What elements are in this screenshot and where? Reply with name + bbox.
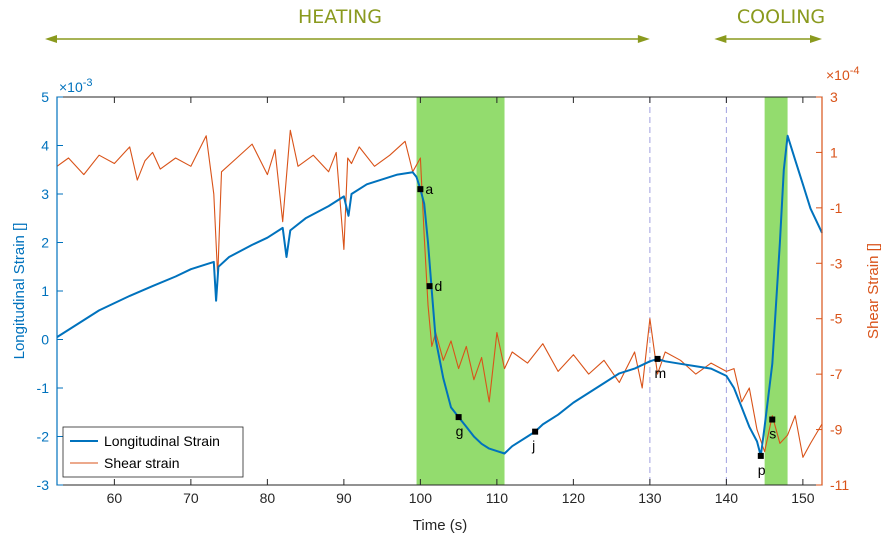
phase-arrow-1 (714, 35, 822, 43)
x-tick-label: 80 (260, 490, 276, 506)
x-tick-label: 100 (409, 490, 433, 506)
annotation-label-j: j (531, 438, 535, 454)
y-right-tick-label: 1 (830, 144, 838, 160)
phase-arrows (45, 35, 822, 43)
annotation-label-a: a (425, 181, 433, 197)
annotation-marker-j (532, 428, 539, 435)
legend-box (62, 426, 244, 478)
annotation-marker-p (757, 452, 764, 459)
annotation-marker-s (769, 416, 776, 423)
y-left-tick-label: -1 (37, 380, 50, 396)
annotation-label-m: m (655, 365, 667, 381)
vertical-guide-lines (649, 97, 727, 485)
annotation-label-d: d (435, 278, 443, 294)
y-left-tick-label: 4 (41, 138, 49, 154)
annotation-marker-g (455, 414, 462, 421)
shaded-regions (416, 97, 788, 485)
x-tick-label: 110 (486, 490, 509, 506)
y-right-tick-label: -9 (830, 422, 843, 438)
y-right-tick-label: -7 (830, 366, 843, 382)
x-ticks: 60 70 80 90 100 110 120 130 140 150 (107, 97, 815, 506)
longitudinal-strain-series (56, 134, 823, 457)
y-left-tick-label: -2 (37, 429, 50, 445)
phase-arrow-0 (45, 35, 650, 43)
y-left-axis-label: Longitudinal Strain [] (11, 223, 28, 360)
x-tick-label: 90 (336, 490, 352, 506)
y-left-tick-label: 0 (41, 332, 49, 348)
x-tick-label: 150 (791, 490, 815, 506)
annotation-label-p: p (758, 462, 766, 478)
y-left-tick-label: -3 (37, 477, 50, 493)
y-right-tick-label: -5 (830, 311, 843, 327)
y-right-tick-label: -3 (830, 255, 843, 271)
annotation-marker-a (417, 186, 424, 193)
y-right-axis-label: Shear Strain [] (865, 243, 882, 339)
x-tick-label: 130 (638, 490, 662, 506)
legend-entry-shear: Shear strain (104, 455, 179, 471)
x-tick-label: 120 (562, 490, 586, 506)
x-tick-label: 70 (183, 490, 199, 506)
x-axis-label: Time (s) (413, 517, 467, 534)
y-left-tick-label: 2 (41, 235, 49, 251)
longitudinal-strain-line (56, 134, 823, 457)
annotation-label-s: s (769, 426, 776, 442)
point-annotations: a d g j m p s (417, 181, 776, 478)
cooling-label: COOLING (737, 6, 825, 28)
y-right-tick-label: -1 (830, 200, 843, 216)
y-right-tick-label: -11 (830, 477, 849, 493)
y-left-tick-label: 1 (41, 283, 49, 299)
annotation-label-g: g (456, 423, 464, 439)
annotation-marker-m (654, 355, 661, 362)
y-right-ticks: -11-9-7-5-3-113 (816, 89, 849, 493)
right-exponent: ×10-4 (826, 65, 860, 83)
x-tick-label: 60 (107, 490, 123, 506)
x-tick-label: 140 (715, 490, 739, 506)
heating-label: HEATING (298, 6, 382, 28)
y-left-tick-label: 5 (41, 89, 49, 105)
y-left-tick-label: 3 (41, 186, 49, 202)
left-exponent: ×10-3 (59, 77, 93, 95)
legend-entry-longitudinal: Longitudinal Strain (104, 433, 220, 449)
y-right-tick-label: 3 (830, 89, 838, 105)
y-left-ticks: -3 -2 -1 0 1 2 3 4 5 (37, 89, 63, 493)
annotation-marker-d (426, 283, 433, 290)
legend: Longitudinal Strain Shear strain (62, 426, 244, 478)
